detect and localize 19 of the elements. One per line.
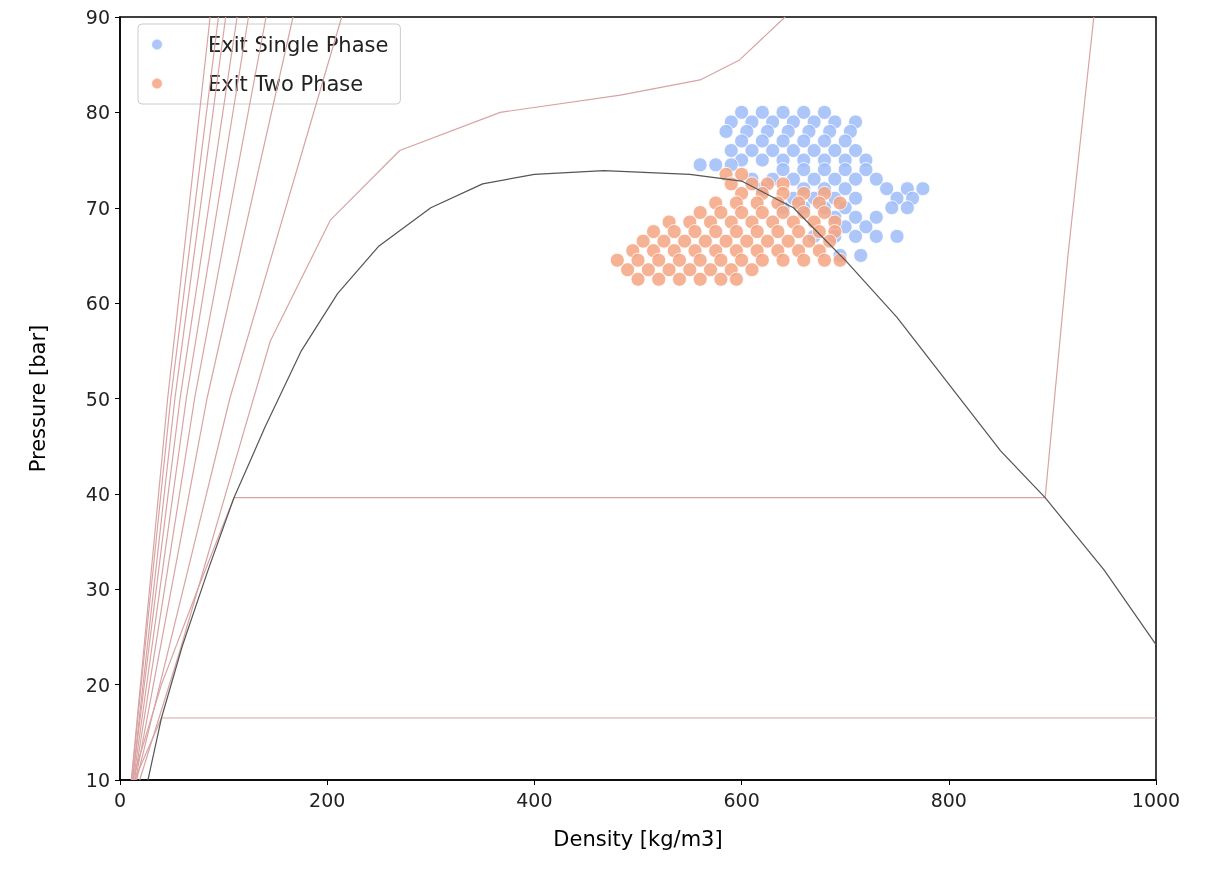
x-tick-label: 1000	[1131, 788, 1181, 811]
y-tick-label: 90	[85, 6, 110, 28]
y-tick-label: 60	[85, 292, 110, 315]
y-tick-label: 70	[85, 196, 110, 219]
y-axis-title: Pressure [bar]	[25, 324, 50, 473]
y-tick-label: 40	[85, 482, 110, 505]
legend-label: Exit Two Phase	[208, 71, 364, 96]
y-tick-label: 80	[85, 101, 110, 124]
y-tick-label: 10	[85, 769, 110, 791]
x-tick-label: 0	[113, 788, 127, 811]
x-tick-label: 800	[930, 788, 967, 811]
x-tick-label: 200	[309, 788, 346, 811]
x-axis-title: Density [kg/m3]	[553, 826, 723, 851]
y-tick-label: 20	[85, 673, 110, 696]
legend-label: Exit Single Phase	[208, 32, 389, 57]
y-tick-label: 30	[85, 578, 110, 601]
y-tick-label: 50	[85, 387, 110, 410]
x-tick-label: 400	[516, 788, 553, 811]
x-tick-label: 600	[723, 788, 760, 811]
